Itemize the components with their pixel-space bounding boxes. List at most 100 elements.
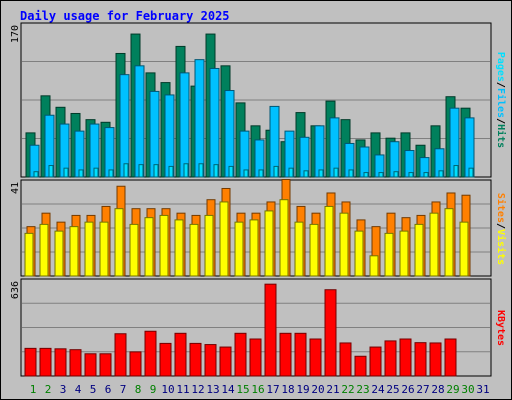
bar-pages-day-7 — [123, 163, 129, 178]
bar-pages-day-29 — [453, 165, 459, 178]
bar-kbytes-day-15 — [234, 332, 247, 377]
bar-pages-day-19 — [303, 170, 309, 178]
bar-pages-day-28 — [438, 170, 444, 178]
day-label-15: 15 — [236, 383, 249, 396]
chart-title: Daily usage for February 2025 — [20, 9, 230, 23]
bar-sites-day-18 — [279, 199, 289, 277]
day-label-5: 5 — [90, 383, 97, 396]
bar-sites-day-2 — [39, 223, 49, 277]
day-label-24: 24 — [371, 383, 385, 396]
bar-pages-day-2 — [48, 165, 54, 178]
bar-sites-day-20 — [309, 223, 319, 277]
axis-label-part: KBytes — [495, 310, 506, 346]
axis-label-part: / — [495, 82, 506, 88]
day-label-13: 13 — [206, 383, 219, 396]
bar-sites-day-3 — [54, 230, 64, 277]
ymax-label-hits-files-pages: 170 — [10, 25, 21, 43]
bar-pages-day-26 — [408, 172, 414, 178]
bar-pages-day-20 — [318, 169, 324, 178]
bar-kbytes-day-11 — [174, 332, 187, 377]
bar-kbytes-day-3 — [54, 348, 67, 377]
day-label-27: 27 — [416, 383, 429, 396]
bar-pages-day-3 — [63, 167, 69, 178]
bar-files-day-10 — [164, 94, 175, 178]
bar-kbytes-day-14 — [219, 346, 232, 377]
bar-files-day-8 — [134, 65, 145, 178]
bar-pages-day-22 — [348, 169, 354, 178]
bar-sites-day-25 — [384, 232, 394, 277]
bar-pages-day-11 — [183, 163, 189, 178]
day-label-9: 9 — [150, 383, 157, 396]
bar-files-day-13 — [209, 67, 220, 178]
day-label-25: 25 — [386, 383, 399, 396]
bar-kbytes-day-2 — [39, 347, 52, 377]
day-label-23: 23 — [356, 383, 369, 396]
day-label-20: 20 — [311, 383, 324, 396]
day-label-16: 16 — [251, 383, 264, 396]
axis-label-visits-sites: Sites/Visits — [495, 193, 507, 265]
bar-pages-day-15 — [243, 169, 249, 178]
day-label-29: 29 — [446, 383, 459, 396]
bar-sites-day-14 — [219, 201, 229, 277]
bar-kbytes-day-9 — [144, 330, 157, 377]
bar-pages-day-21 — [333, 167, 339, 178]
day-label-7: 7 — [120, 383, 127, 396]
bar-sites-day-17 — [264, 210, 274, 277]
bar-sites-day-6 — [99, 221, 109, 277]
axis-label-text-hits-files-pages: Pages/Files/Hits — [495, 52, 507, 148]
bar-kbytes-day-6 — [99, 353, 112, 377]
bar-pages-day-16 — [258, 169, 264, 178]
bar-kbytes-day-22 — [339, 342, 352, 377]
day-label-1: 1 — [30, 383, 37, 396]
bar-kbytes-day-27 — [414, 342, 427, 377]
axis-label-part: Pages — [495, 52, 506, 82]
axis-label-part: Visits — [495, 229, 507, 265]
ymax-label-visits-sites: 41 — [10, 182, 21, 194]
bar-sites-day-12 — [189, 223, 199, 277]
bar-kbytes-day-19 — [294, 332, 307, 377]
bar-sites-day-19 — [294, 221, 304, 277]
bar-pages-day-10 — [168, 165, 174, 178]
bar-sites-day-29 — [444, 208, 454, 277]
bar-sites-day-24 — [369, 255, 379, 277]
day-label-22: 22 — [341, 383, 354, 396]
bar-sites-day-7 — [114, 208, 124, 277]
bar-kbytes-day-8 — [129, 351, 142, 377]
bar-pages-day-18 — [288, 167, 294, 178]
bar-sites-day-28 — [429, 212, 439, 277]
bar-kbytes-day-5 — [84, 353, 97, 377]
bar-files-day-12 — [194, 59, 205, 178]
axis-label-part: Files — [495, 88, 507, 118]
bar-pages-day-25 — [393, 171, 399, 178]
axis-label-part: Hits — [495, 124, 507, 148]
bar-kbytes-day-23 — [354, 355, 367, 377]
bar-pages-day-27 — [423, 172, 429, 178]
day-label-8: 8 — [135, 383, 142, 396]
bar-sites-day-23 — [354, 230, 364, 277]
bar-sites-day-30 — [459, 221, 469, 277]
bar-kbytes-day-13 — [204, 344, 217, 377]
bar-sites-day-15 — [234, 221, 244, 277]
bar-sites-day-16 — [249, 219, 259, 277]
axis-label-hits-files-pages: Pages/Files/Hits — [495, 52, 507, 148]
bar-sites-day-9 — [144, 217, 154, 277]
day-label-2: 2 — [45, 383, 52, 396]
bar-pages-day-14 — [228, 165, 234, 178]
day-label-21: 21 — [326, 383, 339, 396]
bar-kbytes-day-16 — [249, 338, 262, 377]
bar-sites-day-13 — [204, 214, 214, 277]
day-label-12: 12 — [191, 383, 204, 396]
bar-kbytes-day-26 — [399, 338, 412, 377]
axis-label-part: / — [495, 118, 506, 124]
bar-pages-day-30 — [468, 167, 474, 178]
bar-files-day-14 — [224, 90, 235, 178]
bar-pages-day-4 — [78, 169, 84, 178]
bar-pages-day-6 — [108, 169, 114, 178]
axis-label-text-kbytes: KBytes — [495, 310, 506, 346]
bar-pages-day-8 — [138, 164, 144, 178]
day-label-11: 11 — [176, 383, 189, 396]
bar-sites-day-27 — [414, 223, 424, 277]
day-label-19: 19 — [296, 383, 309, 396]
bar-pages-day-24 — [378, 172, 384, 178]
